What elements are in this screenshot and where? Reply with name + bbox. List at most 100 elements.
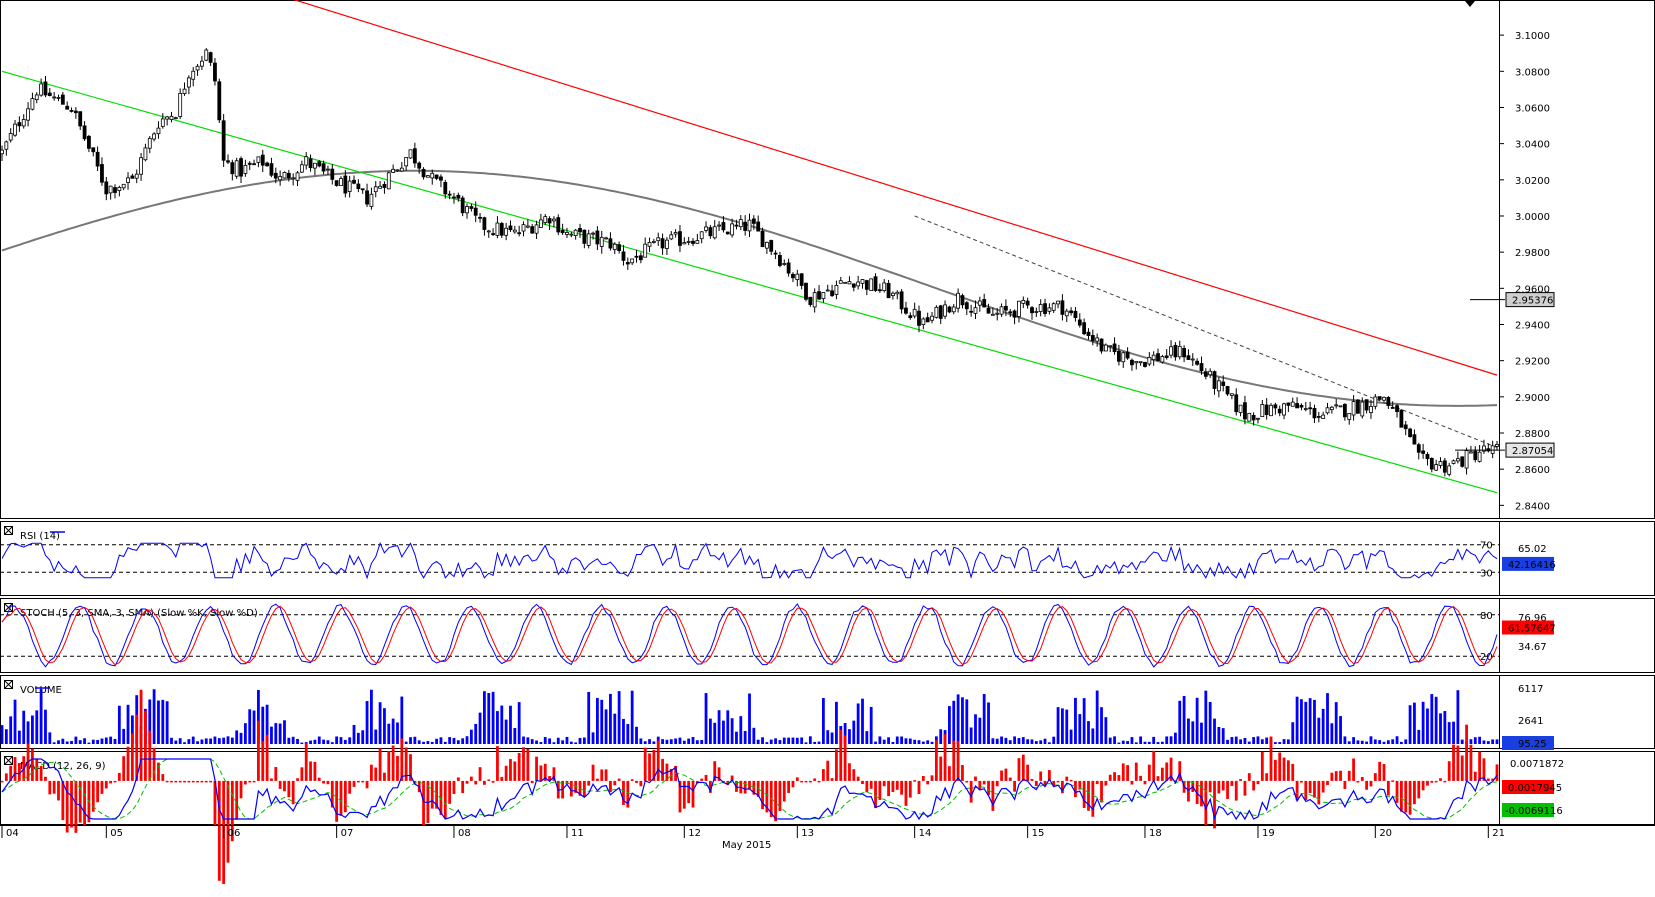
macd-hist-bar: [969, 780, 973, 803]
candle-body: [1043, 303, 1047, 314]
candle-body: [1190, 358, 1195, 361]
macd-hist-bar: [130, 733, 134, 781]
volume-bar: [100, 738, 104, 744]
rsi-panel[interactable]: RSI (14) 70 30 65.02 42.16416: [0, 521, 1655, 596]
volume-bar: [843, 723, 847, 744]
volume-bar: [1378, 740, 1382, 744]
macd-hist-bar: [1300, 780, 1303, 783]
macd-hist-bar: [230, 780, 234, 842]
macd-hist-bar: [1047, 770, 1051, 781]
volume-bar: [4, 729, 8, 744]
candle-body: [1334, 404, 1339, 407]
macd-hist-bar: [1482, 758, 1486, 781]
candle-body: [1030, 307, 1034, 314]
price-tick-label: 2.9200: [1515, 357, 1550, 368]
volume-bar: [613, 713, 617, 744]
macd-hist-bar: [900, 780, 904, 795]
candle-body: [217, 81, 222, 121]
volume-bar: [735, 731, 738, 744]
candle-body: [565, 232, 569, 235]
time-tick-label: 12: [688, 828, 701, 839]
volume-bar: [335, 736, 339, 744]
macd-hist-bar: [1408, 780, 1412, 815]
volume-bar: [761, 737, 764, 744]
candle-body: [812, 292, 817, 308]
volume-bar: [661, 739, 664, 744]
macd-hist-bar: [748, 780, 751, 789]
volume-bar: [522, 736, 525, 744]
volume-bar: [1434, 696, 1438, 744]
volume-bar: [722, 720, 725, 744]
volume-bar: [891, 742, 895, 744]
volume-last-tag-box: [1502, 736, 1554, 750]
candle-body: [1442, 460, 1447, 473]
macd-panel[interactable]: MACD (12, 26, 9) 0.0071872 0.0017945 -0.00…: [0, 689, 1655, 885]
macd-hist-bar: [765, 780, 769, 813]
time-tick-label: 13: [801, 828, 814, 839]
macd-hist-bar: [717, 767, 721, 781]
macd-hist-bar: [1200, 780, 1203, 807]
candle-body: [547, 218, 552, 224]
macd-hist-bar: [1486, 778, 1490, 781]
candle-body: [143, 147, 148, 161]
volume-bar: [708, 718, 712, 744]
candle-body: [1195, 360, 1200, 365]
macd-hist-bar: [261, 741, 265, 781]
volume-bar: [1200, 722, 1203, 744]
volume-bar: [409, 737, 412, 744]
candle-body: [543, 216, 548, 223]
stochastic-panel[interactable]: STOCH (5, 3, SMA, 3, SMA) (Slow %K, Slow…: [0, 598, 1655, 673]
macd-hist-bar: [191, 780, 195, 783]
volume-bar: [0, 725, 4, 744]
macd-hist-bar: [1134, 762, 1138, 781]
macd-hist-bar: [456, 777, 460, 781]
macd-hist-bar: [413, 780, 417, 784]
macd-hist-bar: [648, 753, 651, 781]
volume-bar: [617, 691, 621, 744]
candle-body: [725, 231, 730, 235]
candle-body: [269, 163, 274, 176]
macd-hist-bar: [187, 780, 191, 783]
candle-body: [1182, 347, 1186, 358]
macd-hist-bar: [856, 776, 860, 781]
volume-bar: [882, 739, 886, 744]
candle-body: [1373, 396, 1378, 407]
candle-body: [925, 317, 930, 323]
macd-hist-bar: [1447, 761, 1451, 781]
volume-bar: [704, 693, 708, 744]
volume-bar: [370, 689, 373, 744]
macd-hist-bar: [878, 780, 882, 800]
volume-bar: [1417, 729, 1421, 744]
price-panel[interactable]: 3.1000 3.0800 3.0600 3.0400 3.0200 3.0000 2.98…: [0, 0, 1655, 519]
volume-bar: [1369, 736, 1373, 744]
volume-bar: [239, 732, 243, 744]
macd-hist-bar: [1343, 780, 1347, 789]
volume-bar: [226, 736, 230, 744]
candle-body: [1169, 346, 1173, 356]
volume-bar: [991, 738, 995, 744]
volume-bar: [1021, 737, 1025, 744]
volume-bar: [1386, 740, 1390, 744]
macd-hist-bar: [1174, 780, 1177, 782]
rsi-axis-label: 65.02: [1518, 544, 1547, 555]
candle-body: [904, 307, 908, 314]
macd-hist-bar: [1347, 770, 1351, 781]
macd-hist-bar: [1243, 780, 1247, 796]
candle-body: [1221, 381, 1226, 386]
candle-body: [1342, 403, 1347, 418]
macd-hist-bar: [1117, 775, 1121, 781]
candle-body: [204, 49, 209, 61]
volume-bar: [252, 710, 256, 744]
candle-body: [743, 221, 748, 231]
candle-body: [130, 175, 135, 179]
macd-hist-bar: [452, 780, 456, 794]
volume-bar: [404, 741, 408, 744]
macd-hist-bar: [139, 689, 143, 781]
volume-bar: [1408, 705, 1412, 744]
candle-body: [943, 304, 947, 317]
candle-body: [521, 224, 526, 232]
volume-bar: [439, 737, 443, 744]
macd-hist-bar: [952, 740, 956, 781]
time-tick-label: 04: [6, 828, 19, 839]
